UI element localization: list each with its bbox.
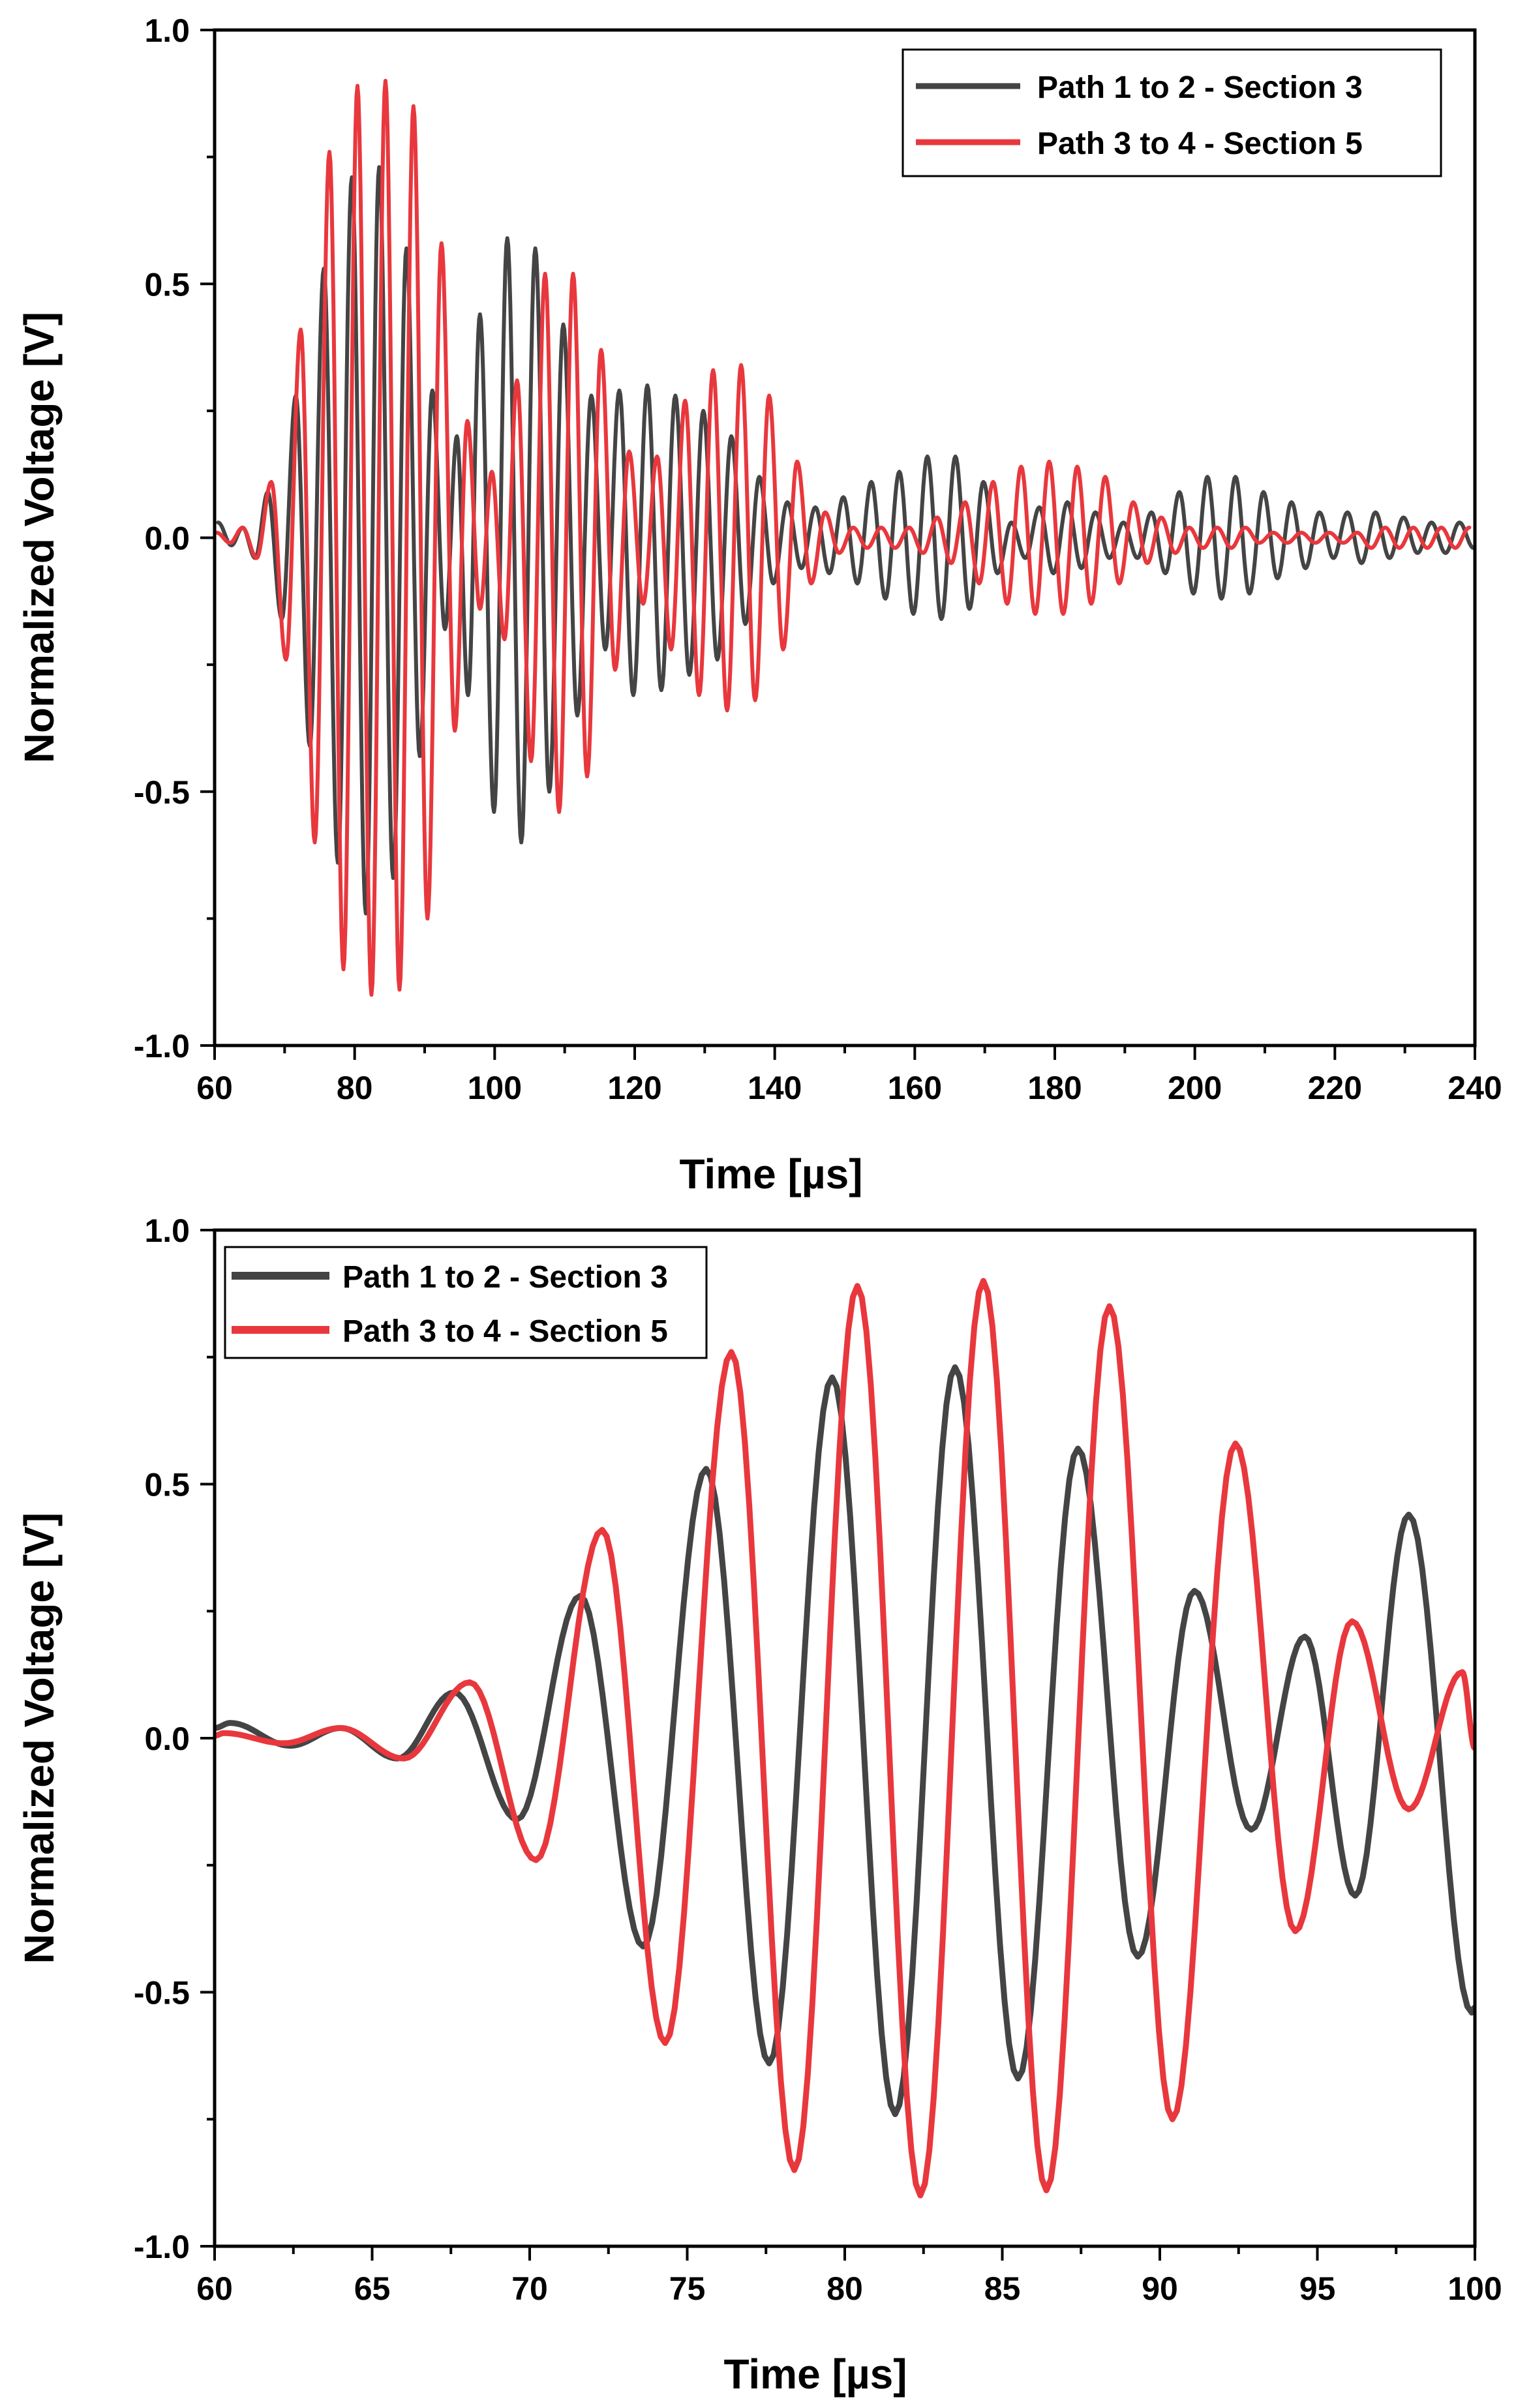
- top-x-tick-label: 180: [1027, 1070, 1082, 1106]
- top-x-tick-label: 60: [196, 1070, 233, 1106]
- top-legend: Path 1 to 2 - Section 3 Path 3 to 4 - Se…: [902, 48, 1442, 177]
- top-x-tick-label: 220: [1308, 1070, 1362, 1106]
- bottom-x-tick-label: 100: [1448, 2270, 1502, 2307]
- top-y-tick-label: 0.0: [144, 520, 190, 557]
- bottom-x-tick-label: 80: [826, 2270, 863, 2307]
- bottom-series-line-2: [215, 1278, 1475, 2199]
- chart-bottom: 60 65 70 75 80 85 90 95 100 -1.0 -0.5 0.0 0.5 1.0 Nor…: [16, 1212, 1502, 2398]
- top-y-axis-title: Normalized Voltage [V]: [16, 312, 63, 763]
- top-y-tick-label: -1.0: [134, 1028, 190, 1064]
- top-legend-label-series-1: Path 1 to 2 - Section 3: [1037, 70, 1363, 105]
- bottom-y-tick-label: 0.5: [144, 1467, 190, 1503]
- bottom-legend: Path 1 to 2 - Section 3 Path 3 to 4 - Se…: [224, 1246, 708, 1359]
- chart-top: 60 80 100 120 140 160 180 200 220 240 -1.0 -0.5 0.0 0…: [16, 12, 1502, 1197]
- bottom-y-tick-label: 0.0: [144, 1721, 190, 1757]
- top-plot-frame: [213, 28, 1477, 1047]
- top-x-tick-label: 160: [888, 1070, 942, 1106]
- bottom-x-tick-label: 75: [669, 2270, 706, 2307]
- top-legend-box: [902, 48, 1442, 177]
- bottom-plot-frame: [213, 1228, 1477, 2248]
- bottom-x-tick-label: 90: [1142, 2270, 1178, 2307]
- bottom-x-axis-title: Time [µs]: [723, 2351, 907, 2398]
- bottom-ticks-layer: 60 65 70 75 80 85 90 95 100 -1.0 -0.5 0.0 0.5 1.0: [134, 1212, 1502, 2307]
- bottom-legend-box: [224, 1246, 708, 1359]
- top-series-line-2: [215, 78, 1472, 997]
- top-x-tick-label: 80: [337, 1070, 373, 1106]
- bottom-y-axis-title: Normalized Voltage [V]: [16, 1513, 63, 1964]
- bottom-x-tick-label: 60: [196, 2270, 233, 2307]
- bottom-series-line-1: [215, 1364, 1475, 2117]
- bottom-legend-label-series-2: Path 3 to 4 - Section 5: [342, 1314, 668, 1349]
- top-x-tick-label: 120: [607, 1070, 661, 1106]
- bottom-x-tick-label: 70: [511, 2270, 548, 2307]
- bottom-legend-label-series-1: Path 1 to 2 - Section 3: [342, 1260, 668, 1295]
- top-y-tick-label: -0.5: [134, 774, 190, 811]
- top-legend-label-series-2: Path 3 to 4 - Section 5: [1037, 127, 1363, 161]
- bottom-series-layer: [215, 1278, 1475, 2199]
- top-x-tick-label: 100: [468, 1070, 522, 1106]
- top-series-layer: [215, 78, 1475, 997]
- bottom-x-tick-label: 95: [1299, 2270, 1336, 2307]
- bottom-y-tick-label: -0.5: [134, 1975, 190, 2011]
- top-x-tick-label: 200: [1168, 1070, 1222, 1106]
- top-x-axis-title: Time [µs]: [679, 1151, 862, 1197]
- bottom-x-tick-label: 65: [354, 2270, 391, 2307]
- top-x-tick-label: 240: [1448, 1070, 1502, 1106]
- top-y-tick-label: 1.0: [144, 12, 190, 49]
- bottom-y-tick-label: -1.0: [134, 2229, 190, 2265]
- top-ticks-layer: 60 80 100 120 140 160 180 200 220 240 -1.0 -0.5 0.0 0…: [134, 12, 1502, 1106]
- top-x-tick-label: 140: [748, 1070, 802, 1106]
- top-y-tick-label: 0.5: [144, 266, 190, 303]
- bottom-y-tick-label: 1.0: [144, 1212, 190, 1249]
- bottom-x-tick-label: 85: [984, 2270, 1021, 2307]
